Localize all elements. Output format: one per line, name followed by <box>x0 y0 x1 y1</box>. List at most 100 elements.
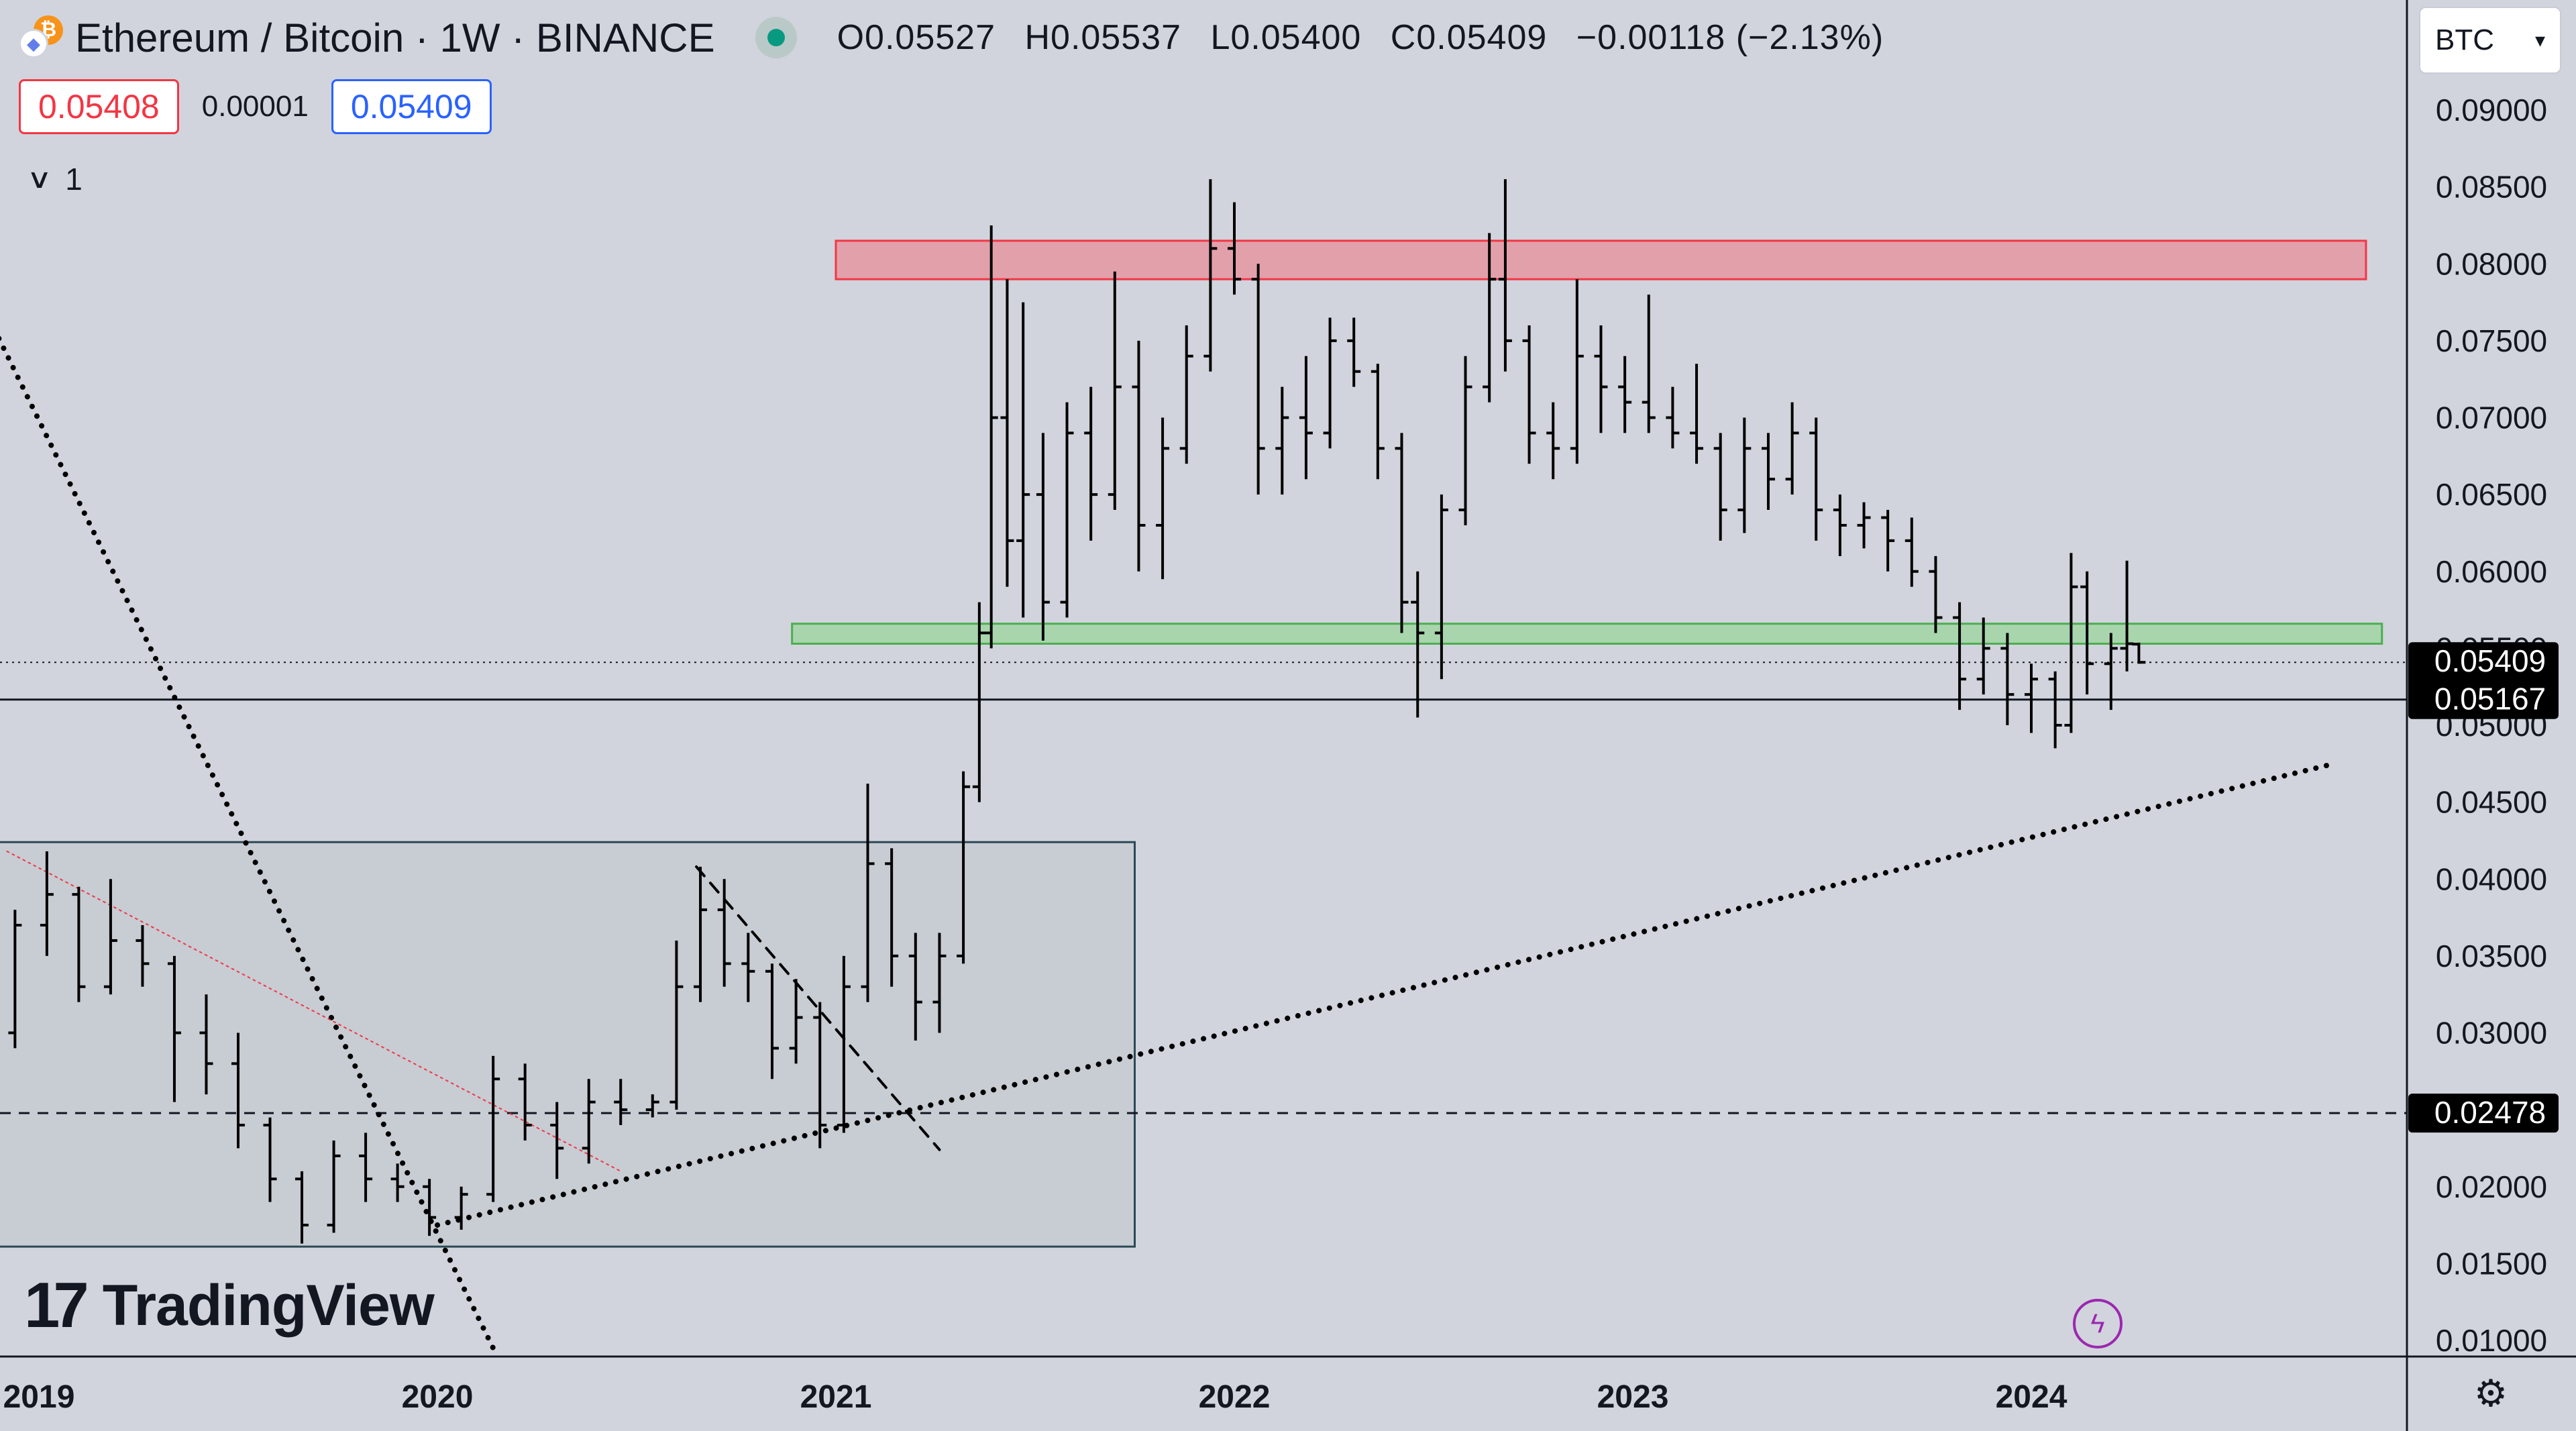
ohlc-bar <box>1737 417 1752 533</box>
trendline-0[interactable] <box>0 290 496 1351</box>
ohlc-bar <box>1929 555 1943 633</box>
ohlc-bar <box>72 886 86 1002</box>
trendline-1[interactable] <box>435 761 2337 1228</box>
indicator-count: 1 <box>65 162 83 197</box>
price-tick-label: 0.01000 <box>2436 1323 2547 1358</box>
ohlc-bar <box>1483 233 1497 403</box>
ohlc-bar <box>1347 317 1361 387</box>
price-tick-label: 0.04500 <box>2436 785 2547 820</box>
ohlc-bar <box>1036 433 1050 641</box>
ohlc-low: L0.05400 <box>1210 18 1362 57</box>
ohlc-bar <box>2000 633 2015 725</box>
ohlc-bar <box>1251 264 1265 495</box>
price-tick-label: 0.08000 <box>2436 246 2547 281</box>
ohlc-change: −0.00118 (−2.13%) <box>1576 18 1884 57</box>
ohlc-bar <box>1434 494 1448 680</box>
ohlc-bar <box>423 1179 437 1236</box>
ohlc-bar <box>8 910 22 1049</box>
ohlc-bar <box>1546 402 1560 480</box>
indicators-toggle[interactable]: ∨ 1 <box>26 156 83 203</box>
ohlc-bar <box>454 1186 468 1230</box>
ohlc-bar <box>582 1079 596 1164</box>
chart-bars <box>8 179 2146 1244</box>
price-tick-label: 0.04000 <box>2436 861 2547 896</box>
ohlc-bar <box>1809 417 1823 541</box>
ohlc-bar <box>741 933 755 1002</box>
support-zone[interactable] <box>791 623 2383 645</box>
tradingview-logo[interactable]: 17 TradingView <box>24 1269 435 1341</box>
ohlc-bar <box>765 963 779 1079</box>
ohlc-values: O0.05527 H0.05537 L0.05400 C0.05409 −0.0… <box>837 17 1884 58</box>
ohlc-open: O0.05527 <box>837 18 996 57</box>
ohlc-bar <box>550 1102 564 1179</box>
ohlc-bar <box>614 1079 628 1126</box>
chevron-down-icon: ▾ <box>2534 29 2545 52</box>
ohlc-bar <box>2120 560 2134 672</box>
ohlc-bar <box>669 940 684 1110</box>
ethereum-icon: ◆ <box>19 29 48 58</box>
price-bubble-label: 0.02478 <box>2434 1095 2546 1130</box>
ohlc-bar <box>1904 517 1919 587</box>
ohlc-bar <box>1395 433 1409 633</box>
ohlc-bar <box>908 933 922 1041</box>
ohlc-bar <box>1953 602 1967 710</box>
price-tick-label: 0.08500 <box>2436 170 2547 205</box>
price-bubble-label: 0.05167 <box>2434 682 2546 717</box>
ohlc-bar <box>1084 386 1098 541</box>
ohlc-bar <box>199 994 213 1095</box>
currency-value: BTC <box>2435 23 2494 56</box>
chart-trendlines <box>0 290 2407 1351</box>
accumulation-box-zone[interactable] <box>0 841 1136 1248</box>
ohlc-bar <box>103 879 117 995</box>
chart-zones <box>0 240 2383 1248</box>
ohlc-bar <box>861 784 875 1002</box>
ohlc-bar <box>2104 633 2118 710</box>
chevron-down-icon: ∨ <box>26 164 52 194</box>
lightning-icon[interactable]: ϟ <box>2073 1299 2123 1348</box>
ohlc-bar <box>694 866 708 1002</box>
symbol-title[interactable]: Ethereum / Bitcoin · 1W · BINANCE <box>75 15 715 60</box>
ohlc-bar <box>2064 553 2078 733</box>
time-tick-label: 2019 <box>3 1379 75 1415</box>
tradingview-logo-icon: 17 <box>24 1269 89 1341</box>
time-tick-label: 2022 <box>1199 1379 1271 1415</box>
ohlc-bar <box>136 925 150 987</box>
time-tick-label: 2021 <box>800 1379 872 1415</box>
ohlc-bar <box>1498 179 1512 372</box>
ohlc-bar <box>1857 502 1871 549</box>
time-tick-label: 2020 <box>402 1379 474 1415</box>
ohlc-bar <box>1594 325 1608 433</box>
price-tick-label: 0.07500 <box>2436 323 2547 358</box>
trendline-2[interactable] <box>695 865 941 1151</box>
ohlc-bar <box>359 1132 373 1202</box>
spread-value: 0.00001 <box>201 90 309 123</box>
symbol-icons[interactable]: ₿ ◆ <box>16 14 63 61</box>
ohlc-bar <box>1179 325 1193 464</box>
gear-icon[interactable]: ⚙ <box>2473 1372 2508 1414</box>
ohlc-bar <box>645 1094 659 1118</box>
ohlc-bar <box>1690 364 1704 464</box>
price-tick-label: 0.06500 <box>2436 477 2547 512</box>
ohlc-bar <box>231 1032 245 1149</box>
price-tick-label: 0.03000 <box>2436 1016 2547 1051</box>
market-status-icon[interactable] <box>755 17 797 58</box>
price-tick-label: 0.06000 <box>2436 554 2547 589</box>
ohlc-bar <box>1522 325 1536 464</box>
ohlc-bar <box>837 955 851 1133</box>
buy-price-button[interactable]: 0.05409 <box>331 79 492 134</box>
price-tick-label: 0.02000 <box>2436 1169 2547 1204</box>
currency-selector[interactable]: BTC ▾ <box>2419 7 2561 74</box>
ohlc-bar <box>885 848 899 987</box>
ohlc-bar <box>1785 402 1799 495</box>
resistance-zone[interactable] <box>835 240 2367 280</box>
ohlc-bar <box>1060 402 1074 618</box>
sell-price-button[interactable]: 0.05408 <box>19 79 179 134</box>
ohlc-close: C0.05409 <box>1390 18 1548 57</box>
price-bubble <box>2408 680 2559 719</box>
ohlc-bar <box>390 1163 405 1202</box>
price-bubble <box>2408 1094 2559 1133</box>
ohlc-bar <box>1761 433 1775 511</box>
ohlc-bar <box>1833 494 1847 556</box>
